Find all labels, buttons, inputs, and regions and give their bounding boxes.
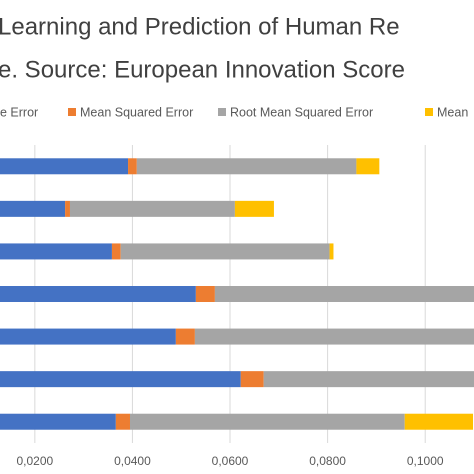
- bar-segment: [175, 328, 195, 345]
- legend-label: Root Mean Squared Error: [230, 105, 373, 119]
- bar-segment: [240, 371, 264, 388]
- bar-segment: [0, 158, 129, 175]
- x-tick-label: 0,1000: [407, 454, 444, 468]
- bar-segment: [234, 200, 274, 217]
- bar-segment: [0, 200, 66, 217]
- bar-segment: [195, 286, 215, 302]
- legend-swatch: [425, 108, 433, 116]
- legend-swatch: [68, 108, 76, 116]
- bar-segment: [0, 328, 176, 345]
- legend-swatch: [218, 108, 226, 116]
- chart-title: Learning and Prediction of Human Re: [0, 13, 400, 40]
- x-tick-label: 0,0400: [114, 454, 151, 468]
- x-tick-label: 0,0800: [309, 454, 346, 468]
- bar-segment: [263, 371, 474, 388]
- bar-segment: [111, 243, 121, 260]
- bar-segment: [0, 243, 112, 260]
- x-tick-label: 0,0200: [16, 454, 53, 468]
- legend-label: e Error: [0, 105, 38, 119]
- bar-segment: [0, 413, 116, 430]
- bar-segment: [65, 200, 70, 217]
- bar-segment: [115, 413, 130, 430]
- bar-segment: [128, 158, 137, 175]
- bar-segment: [194, 328, 474, 345]
- legend-label: Mean Squared Error: [80, 105, 193, 119]
- bar-segment: [136, 158, 357, 175]
- bar-segment: [356, 158, 380, 175]
- bar-segment: [404, 413, 474, 430]
- bar-segment: [69, 200, 235, 217]
- bar-segment: [120, 243, 330, 260]
- bar-segment: [0, 371, 241, 388]
- legend-label: Mean: [437, 105, 468, 119]
- x-tick-label: 0,0600: [212, 454, 249, 468]
- bar-segment: [214, 286, 474, 302]
- chart-subtitle: e. Source: European Innovation Score: [0, 56, 405, 83]
- bar-segment: [129, 413, 405, 430]
- bar-segment: [329, 243, 334, 260]
- bar-segment: [0, 286, 196, 302]
